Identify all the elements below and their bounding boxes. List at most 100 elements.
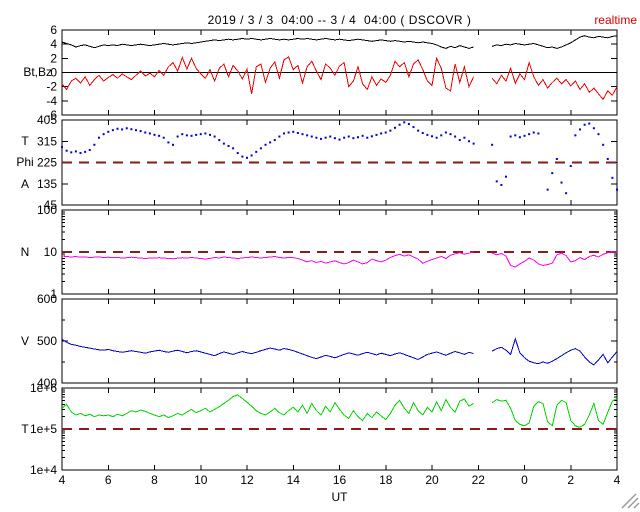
phi-data-point: [107, 130, 110, 133]
y-tick-label: 405: [37, 113, 57, 127]
plot-title: 2019 / 3 / 3 04:00 -- 3 / 4 04:00 ( DSCO…: [207, 13, 472, 27]
x-tick-label: 20: [425, 473, 439, 487]
phi-data-point: [232, 147, 235, 150]
phi-data-point: [278, 135, 281, 138]
phi-data-point: [236, 152, 239, 155]
phi-data-point: [398, 123, 401, 126]
phi-data-point: [199, 133, 202, 136]
phi-data-point: [495, 180, 498, 183]
y-tick-label: 600: [37, 292, 57, 306]
phi-data-point: [273, 139, 276, 142]
phi-data-point: [269, 141, 272, 144]
phi-data-point: [185, 134, 188, 137]
phi-data-point: [130, 128, 133, 131]
phi-data-point: [518, 136, 521, 139]
phi-data-point: [565, 192, 568, 195]
y-tick-label: 1e+5: [30, 422, 57, 436]
bt-series-line: [61, 35, 618, 49]
y-tick-label: -6: [46, 108, 57, 122]
phi-data-point: [329, 135, 332, 138]
phi-data-point: [209, 133, 211, 136]
resize-handle-icon: [621, 493, 637, 509]
phi-data-point: [579, 128, 581, 131]
phi-data-point: [181, 133, 184, 136]
phi-data-point: [88, 148, 91, 151]
phi-data-point: [61, 146, 63, 149]
phi-data-point: [403, 121, 406, 124]
phi-data-point: [84, 150, 87, 153]
y-tick-label: 6: [50, 23, 57, 37]
x-tick-label: 2: [567, 473, 574, 487]
v-series-line: [61, 337, 618, 366]
panel5-ylabel: T: [21, 422, 29, 436]
phi-data-point: [148, 132, 151, 135]
t-series-line: [61, 394, 618, 428]
phi-data-point: [218, 139, 221, 142]
phi-data-point: [213, 135, 216, 138]
phi-data-point: [102, 133, 105, 136]
y-tick-label: 4: [50, 37, 57, 51]
phi-data-point: [70, 151, 73, 154]
phi-data-point: [412, 126, 415, 129]
y-tick-label: -2: [46, 80, 57, 94]
phi-data-point: [500, 183, 503, 186]
phi-data-point: [431, 135, 433, 138]
y-tick-label: 500: [37, 334, 57, 348]
phi-data-point: [250, 154, 253, 157]
bz-series-line: [61, 56, 618, 101]
phi-data-point: [172, 143, 174, 146]
x-tick-label: 18: [379, 473, 393, 487]
phi-data-point: [135, 129, 137, 132]
phi-data-point: [121, 128, 124, 131]
phi-data-point: [366, 136, 369, 139]
phi-data-point: [602, 143, 605, 146]
phi-data-point: [555, 157, 558, 160]
resize-handle-icon: [627, 497, 639, 509]
phi-data-point: [222, 142, 225, 145]
y-tick-label: -4: [46, 94, 57, 108]
phi-data-point: [421, 131, 424, 134]
y-tick-label: 225: [37, 156, 57, 170]
phi-data-point: [158, 134, 161, 137]
x-axis-label: UT: [331, 490, 348, 504]
phi-data-point: [343, 136, 346, 139]
phi-data-point: [347, 135, 350, 138]
phi-data-point: [523, 134, 526, 137]
phi-data-point: [435, 136, 438, 139]
phi-data-point: [532, 131, 535, 134]
phi-data-point: [65, 149, 68, 152]
phi-data-point: [616, 188, 618, 191]
phi-data-point: [93, 143, 96, 146]
phi-data-point: [79, 152, 82, 155]
phi-data-point: [380, 132, 383, 135]
x-tick-label: 16: [333, 473, 347, 487]
phi-data-point: [472, 142, 475, 145]
x-tick-label: 8: [151, 473, 158, 487]
panel3-ylabel: N: [20, 245, 30, 259]
phi-data-point: [116, 127, 119, 130]
phi-data-point: [528, 133, 531, 136]
phi-data-point: [296, 131, 299, 134]
phi-data-point: [306, 134, 309, 137]
x-tick-label: 4: [59, 473, 66, 487]
y-tick-label: 0: [50, 66, 57, 80]
phi-data-point: [426, 133, 429, 136]
phi-data-point: [111, 129, 114, 132]
phi-data-point: [384, 131, 387, 134]
phi-data-point: [292, 130, 295, 133]
phi-data-point: [468, 140, 470, 143]
phi-data-point: [246, 156, 248, 159]
phi-data-point: [440, 134, 443, 137]
phi-data-point: [259, 147, 262, 150]
phi-data-point: [597, 133, 600, 136]
phi-data-point: [394, 126, 396, 129]
phi-data-point: [315, 136, 318, 139]
phi-data-point: [463, 136, 466, 139]
phi-data-point: [592, 127, 595, 130]
phi-data-point: [162, 136, 165, 139]
x-tick-label: 22: [472, 473, 486, 487]
phi-data-point: [454, 135, 457, 138]
panel2-ylabel-t: T: [21, 134, 29, 148]
x-tick-label: 4: [614, 473, 621, 487]
